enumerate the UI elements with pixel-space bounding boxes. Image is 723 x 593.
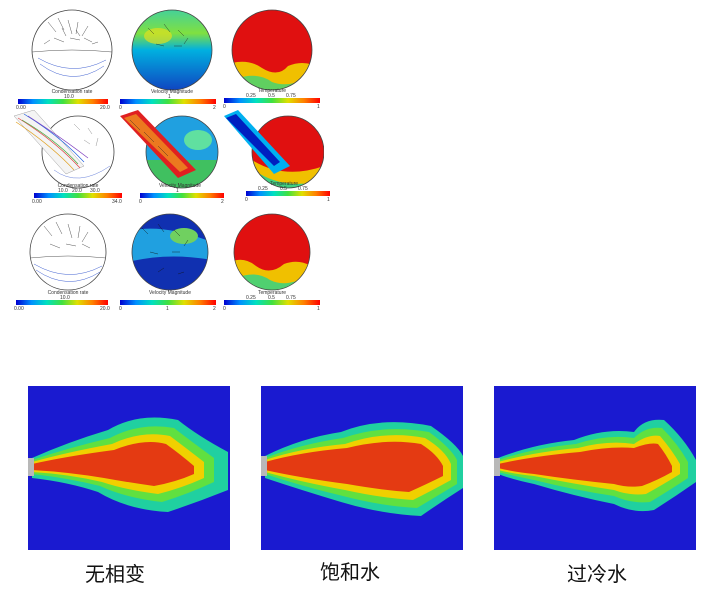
condensation-caption-row3: Condensation rate xyxy=(47,290,89,296)
velocity-caption-row3: Velocity Magnitude xyxy=(149,290,191,296)
temperature-plot-row1 xyxy=(231,9,313,91)
temperature-caption-row2: Temperature xyxy=(269,181,299,187)
velocity-plot-row2 xyxy=(120,110,219,189)
temperature-plot-row3 xyxy=(233,213,311,291)
condensation-min-tick-row2: 0.00 xyxy=(32,199,42,205)
velocity-colorbar-row1 xyxy=(120,99,216,104)
condensation-mid-tick-row2-a: 10.0 xyxy=(58,188,68,194)
temperature-max-tick-row2: 1 xyxy=(327,197,330,203)
condensation-mid-tick-row1: 10.0 xyxy=(64,94,74,100)
velocity-mid-tick-row1: 1 xyxy=(168,94,171,100)
condensation-caption-row1: Condensation rate xyxy=(51,89,93,95)
condensation-colorbar-row3 xyxy=(16,300,108,305)
condensation-mid-tick-row2-c: 30.0 xyxy=(90,188,100,194)
condensation-colorbar-row2 xyxy=(34,193,122,198)
velocity-mid-tick-row2: 1 xyxy=(176,188,179,194)
temperature-min-tick-row1: 0 xyxy=(223,104,226,110)
temperature-tick-row2-a: 0.25 xyxy=(258,186,268,192)
temperature-tick-row3-b: 0.5 xyxy=(268,295,275,301)
temperature-min-tick-row2: 0 xyxy=(245,197,248,203)
temperature-tick-row3-c: 0.75 xyxy=(286,295,296,301)
jet-label-no-phase-change: 无相变 xyxy=(85,562,145,586)
velocity-max-tick-row3: 2 xyxy=(213,306,216,312)
temperature-tick-row3-a: 0.25 xyxy=(246,295,256,301)
condensation-max-tick-row1: 20.0 xyxy=(100,105,110,111)
condensation-colorbar-row1 xyxy=(18,99,108,104)
temperature-colorbar-row3 xyxy=(224,300,320,305)
velocity-max-tick-row2: 2 xyxy=(221,199,224,205)
condensation-caption-row2: Condensation rate xyxy=(57,183,99,189)
velocity-max-tick-row1: 2 xyxy=(213,105,216,111)
temperature-caption-row3: Temperature xyxy=(257,290,287,296)
simulation-figure: Condensation rate 10.0 0.00 20.0 Velocit… xyxy=(0,0,340,320)
condensation-max-tick-row3: 20.0 xyxy=(100,306,110,312)
condensation-mid-tick-row2-b: 20.0 xyxy=(72,188,82,194)
temperature-tick-row2-c: 0.75 xyxy=(298,186,308,192)
velocity-plot-row3 xyxy=(131,213,209,291)
temperature-tick-row2-b: 0.5 xyxy=(280,186,287,192)
velocity-min-tick-row3: 0 xyxy=(119,306,122,312)
condensation-plot-row2 xyxy=(14,110,115,189)
temperature-plot-row2 xyxy=(224,110,324,189)
velocity-min-tick-row1: 0 xyxy=(119,105,122,111)
velocity-colorbar-row3 xyxy=(120,300,216,305)
temperature-tick-row1-b: 0.5 xyxy=(268,93,275,99)
jet-label-subcooled-water: 过冷水 xyxy=(567,562,627,586)
temperature-tick-row1-c: 0.75 xyxy=(286,93,296,99)
velocity-plot-row1 xyxy=(131,9,213,91)
jet-plot-saturated-water xyxy=(261,386,463,550)
condensation-max-tick-row2: 34.0 xyxy=(112,199,122,205)
condensation-mid-tick-row3: 10.0 xyxy=(60,295,70,301)
jet-label-saturated-water: 饱和水 xyxy=(320,560,380,584)
temperature-max-tick-row1: 1 xyxy=(317,104,320,110)
temperature-colorbar-row1 xyxy=(224,98,320,103)
temperature-min-tick-row3: 0 xyxy=(223,306,226,312)
temperature-tick-row1-a: 0.25 xyxy=(246,93,256,99)
condensation-plot-row3 xyxy=(29,213,107,291)
velocity-mid-tick-row3: 1 xyxy=(166,306,169,312)
velocity-min-tick-row2: 0 xyxy=(139,199,142,205)
velocity-caption-row2: Velocity Magnitude xyxy=(159,183,201,189)
velocity-colorbar-row2 xyxy=(140,193,224,198)
velocity-caption-row1: Velocity Magnitude xyxy=(151,89,193,95)
condensation-min-tick-row1: 0.00 xyxy=(16,105,26,111)
condensation-min-tick-row3: 0.00 xyxy=(14,306,24,312)
jet-plot-no-phase-change xyxy=(28,386,230,550)
jet-plot-subcooled-water xyxy=(494,386,696,550)
temperature-caption-row1: Temperature xyxy=(257,88,287,94)
condensation-plot-row1 xyxy=(31,9,113,91)
temperature-colorbar-row2 xyxy=(246,191,330,196)
temperature-max-tick-row3: 1 xyxy=(317,306,320,312)
